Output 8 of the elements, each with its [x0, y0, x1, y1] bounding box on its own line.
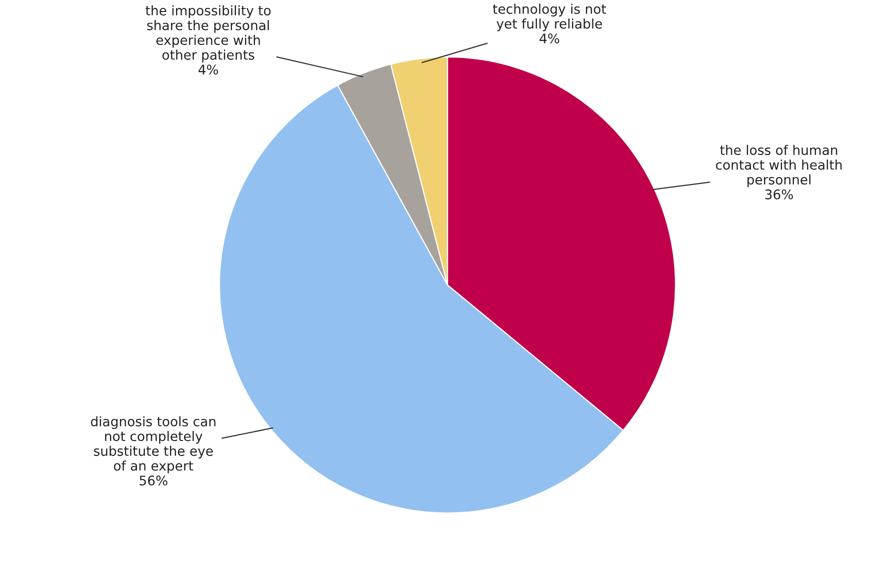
slice-label: technology is not yet fully reliable: [492, 4, 606, 32]
slice-label: the loss of human contact with health personnel: [716, 144, 842, 188]
slice-label: the impossibility to share the personal experience with other patients: [146, 5, 271, 62]
data-label: 56%: [140, 476, 168, 486]
data-label: 4%: [198, 64, 218, 75]
slice-label: diagnosis tools can not completely substitute the eye of an expert: [90, 416, 216, 474]
data-label: 36%: [765, 189, 793, 200]
data-label: 4%: [540, 33, 560, 44]
